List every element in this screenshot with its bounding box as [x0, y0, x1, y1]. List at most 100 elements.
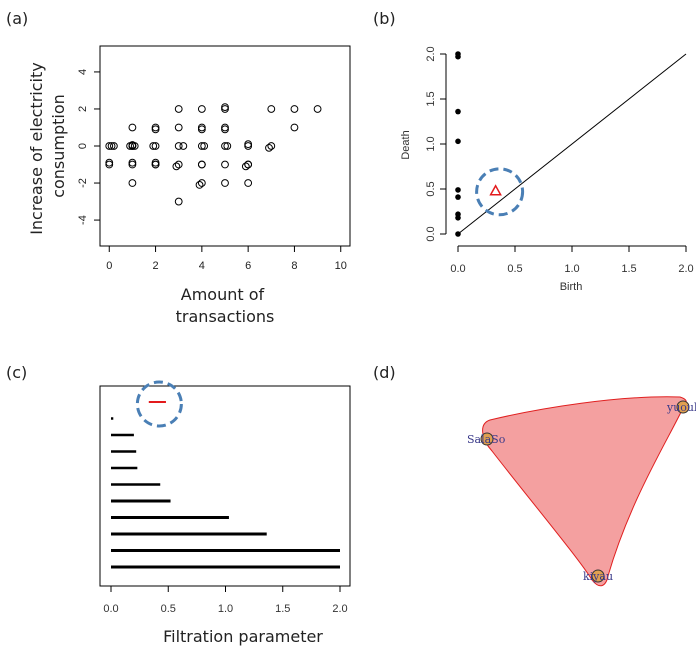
data-point [109, 142, 118, 150]
x-tick-label: 0.0 [450, 263, 465, 275]
data-point [221, 179, 229, 187]
dim0-point [455, 51, 461, 57]
data-point [223, 142, 232, 150]
x-tick-label: 1.0 [564, 263, 579, 275]
x-tick-label: 1.0 [218, 603, 233, 615]
data-point [151, 142, 160, 150]
x-axis-title-a: Amount of transactions [176, 285, 275, 326]
data-point [241, 162, 250, 171]
panel-label-b: (b) [373, 9, 396, 28]
data-point [179, 142, 188, 150]
diagonal-line [457, 53, 687, 235]
highlight-circle [475, 167, 525, 217]
barcode-panel-c: 0.0 0.5 1.0 1.5 2.0 Filtration parameter [99, 380, 351, 646]
data-point [244, 140, 253, 149]
data-point [197, 142, 206, 150]
data-point [313, 105, 322, 113]
data-point [128, 141, 137, 149]
persistence-points-b [455, 51, 525, 237]
y-tick-label: 2 [77, 106, 89, 112]
y-axis-title-a: Increase of electricity consumption [27, 57, 68, 235]
highlight-circle [135, 380, 183, 428]
axes-b: 0.0 0.5 1.0 1.5 2.0 0.0 0.5 1.0 1.5 2.0 [425, 46, 694, 275]
data-point [128, 123, 137, 132]
data-point [174, 160, 183, 169]
node-label: kiyau [583, 570, 613, 583]
dim0-point [455, 187, 461, 193]
x-axis-c: 0.0 0.5 1.0 1.5 2.0 [103, 586, 348, 615]
y-tick-label: 1.0 [425, 136, 437, 151]
x-tick-label: 0.5 [507, 263, 522, 275]
barcode-bars-c [111, 380, 340, 569]
x-tick-label: 8 [291, 260, 297, 272]
data-point [221, 160, 229, 169]
data-point [267, 105, 276, 113]
x-tick-label: 10 [335, 260, 347, 272]
y-tick-label: 1.5 [425, 91, 437, 106]
data-point [221, 142, 229, 150]
y-tick-label: 4 [77, 69, 89, 75]
dim0-point [455, 108, 461, 115]
y-tick-label: 0 [77, 143, 89, 149]
y-tick-label: -2 [77, 178, 89, 188]
x-axis-title-c: Filtration parameter [163, 627, 323, 646]
scatter-points-a [105, 103, 322, 206]
dim1-point [489, 184, 502, 196]
data-point [290, 123, 299, 132]
data-point [197, 125, 206, 134]
data-point [200, 142, 209, 150]
dim0-point [455, 231, 461, 237]
y-tick-label: 2.0 [425, 46, 437, 61]
data-point [265, 143, 273, 152]
data-point [290, 105, 299, 113]
simplex-panel-d: yuouki SalaSo kiyau [467, 396, 696, 587]
data-point [244, 179, 253, 187]
data-point [105, 142, 114, 150]
data-point [149, 142, 158, 150]
data-point [105, 158, 114, 167]
x-tick-label: 1.5 [275, 603, 290, 615]
data-point [195, 180, 204, 189]
data-point [151, 125, 160, 134]
data-point [174, 197, 183, 206]
y-axis-a: -4 -2 0 2 4 [77, 69, 100, 225]
plot-frame-a [99, 45, 351, 247]
x-tick-label: 0.0 [103, 603, 118, 615]
node-circle [480, 432, 494, 446]
node-circle [676, 400, 690, 414]
data-point [128, 158, 137, 167]
panel-label-a: (a) [6, 9, 28, 28]
data-point [128, 179, 137, 187]
panel-label-c: (c) [6, 363, 27, 382]
x-axis-a: 0 2 4 6 8 10 [106, 246, 347, 272]
plot-frame-c [99, 385, 351, 587]
y-axis-title-b: Death [400, 130, 412, 159]
data-point [197, 105, 206, 113]
data-point [267, 142, 276, 150]
x-tick-label: 2.0 [678, 263, 693, 275]
data-point [221, 103, 229, 112]
x-tick-label: 2.0 [332, 603, 347, 615]
node-circle [591, 569, 605, 583]
dim0-point [455, 138, 461, 145]
filled-triangle [482, 396, 687, 587]
data-point [197, 160, 206, 169]
node-label: SalaSo [467, 433, 506, 446]
x-tick-label: 0.5 [161, 603, 176, 615]
data-point [174, 142, 183, 150]
data-point [221, 125, 229, 134]
y-tick-label: 0.0 [425, 226, 437, 241]
data-point [174, 105, 183, 113]
data-point [151, 158, 160, 167]
y-tick-label: 0.5 [425, 181, 437, 196]
y-tick-label: -4 [77, 215, 89, 225]
data-point [174, 123, 183, 132]
dim0-point [455, 211, 461, 217]
x-tick-label: 6 [245, 260, 251, 272]
data-point [172, 162, 181, 171]
x-tick-label: 1.5 [621, 263, 636, 275]
x-tick-label: 0 [106, 260, 112, 272]
x-tick-label: 4 [199, 260, 205, 272]
dim0-point [455, 194, 461, 200]
